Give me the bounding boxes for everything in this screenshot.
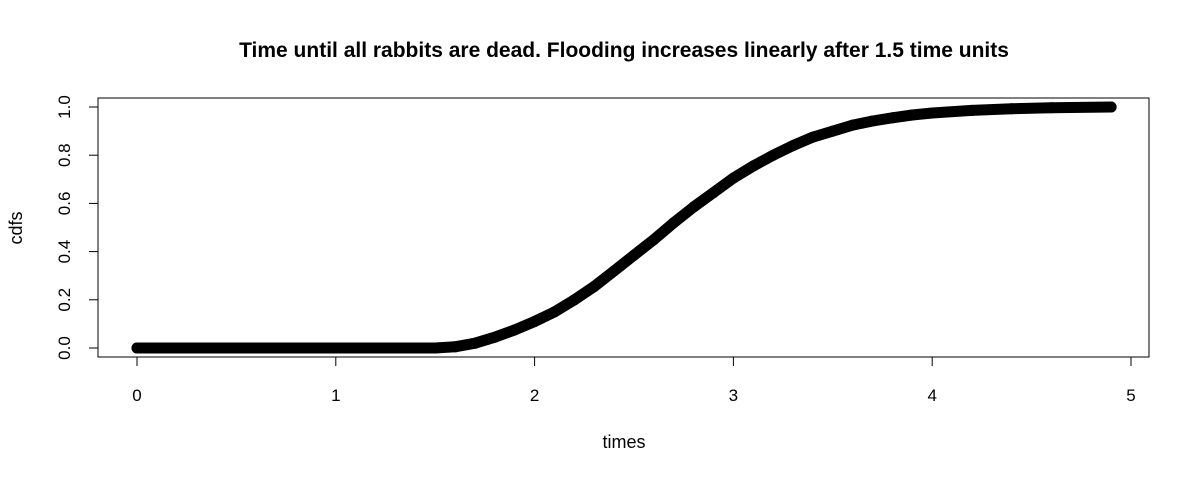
data-point <box>489 331 501 343</box>
data-point <box>230 342 242 354</box>
data-point <box>886 112 898 124</box>
y-tick-label: 0.6 <box>55 192 74 216</box>
data-point <box>787 140 799 152</box>
data-point <box>867 115 879 127</box>
y-tick-label: 0.8 <box>55 143 74 167</box>
series-line <box>131 101 1117 354</box>
x-tick-label: 2 <box>530 386 539 405</box>
data-point <box>588 281 600 292</box>
data-point <box>767 149 779 161</box>
y-axis: 0.0 0.2 0.4 0.6 0.8 1.0 <box>55 95 99 360</box>
data-point <box>727 172 739 184</box>
x-tick-label: 0 <box>132 386 141 405</box>
data-point <box>330 342 342 354</box>
data-point <box>449 341 461 353</box>
plot-frame <box>97 97 1150 358</box>
data-point <box>608 265 620 277</box>
x-tick-label: 4 <box>927 386 936 405</box>
data-point <box>807 131 819 143</box>
x-tick-label: 5 <box>1126 386 1135 405</box>
data-point <box>429 342 441 354</box>
y-tick-label: 0.0 <box>55 336 74 360</box>
series-layer <box>131 101 1117 354</box>
data-point <box>131 342 143 354</box>
x-tick-label: 1 <box>331 386 340 405</box>
data-point <box>708 187 719 199</box>
data-point <box>648 234 660 246</box>
x-axis-label: times <box>602 432 645 452</box>
x-axis: 0 1 2 3 4 5 <box>132 356 1136 405</box>
data-point <box>847 119 859 131</box>
chart-title: Time until all rabbits are dead. Floodin… <box>239 39 1009 62</box>
y-axis-label: cdfs <box>6 211 26 244</box>
data-point <box>926 107 938 119</box>
data-point <box>628 249 640 261</box>
data-point <box>827 125 839 137</box>
data-point <box>529 316 541 327</box>
data-point <box>906 109 918 121</box>
data-point <box>668 217 680 229</box>
y-tick-label: 0.2 <box>55 288 74 312</box>
data-point <box>1105 101 1117 113</box>
x-tick-label: 3 <box>729 386 738 405</box>
data-point <box>688 201 700 213</box>
data-point <box>1046 102 1057 114</box>
data-point <box>747 160 759 172</box>
y-tick-label: 1.0 <box>55 95 74 119</box>
data-point <box>1006 103 1018 115</box>
data-point <box>549 306 560 318</box>
data-point <box>568 294 580 306</box>
data-point <box>509 324 521 336</box>
data-point <box>469 337 481 349</box>
y-tick-label: 0.4 <box>55 240 74 264</box>
data-point <box>966 104 978 116</box>
